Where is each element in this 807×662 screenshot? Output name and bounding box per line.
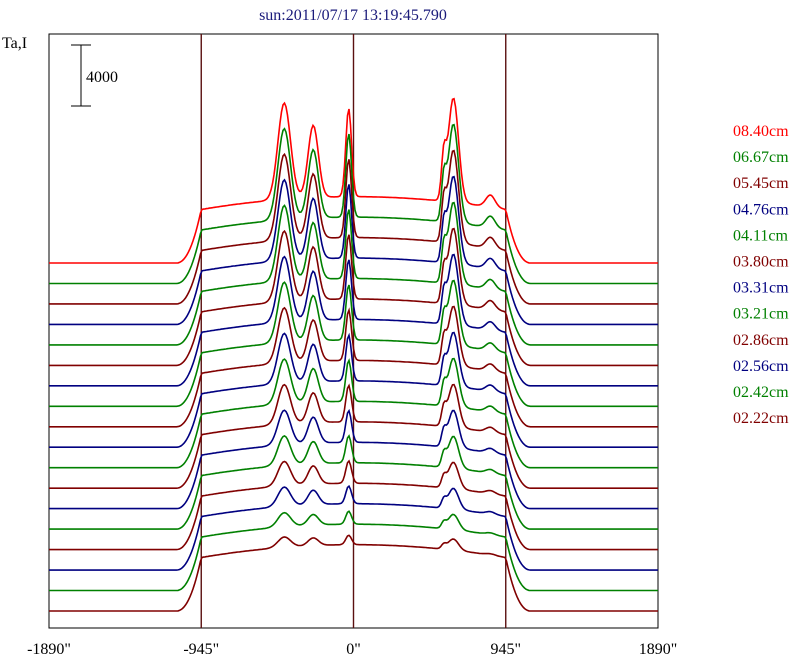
trace-line (49, 227, 658, 367)
legend-item: 03.31cm (733, 280, 789, 297)
spectrum-traces (49, 97, 658, 612)
legend-item: 04.76cm (733, 201, 789, 218)
trace-line (49, 383, 658, 489)
trace-line (49, 305, 658, 428)
legend-item: 04.11cm (733, 227, 789, 244)
scale-bar: 4000 (71, 44, 118, 107)
legend-item: 02.86cm (733, 332, 789, 349)
chart-title: sun:2011/07/17 13:19:45.790 (259, 7, 447, 24)
legend-item: 06.67cm (733, 149, 789, 166)
trace-line (49, 201, 658, 346)
x-tick-label: -945" (183, 641, 219, 658)
legend-item: 02.42cm (733, 384, 789, 401)
legend-item: 02.22cm (733, 410, 789, 427)
x-tick-label: -1890" (27, 641, 71, 658)
trace-line (49, 408, 658, 510)
scale-bar-label: 4000 (86, 69, 118, 86)
trace-line (49, 357, 658, 469)
legend-item: 02.56cm (733, 358, 789, 375)
legend-item: 03.21cm (733, 306, 789, 323)
trace-line (49, 484, 658, 571)
legend-item: 03.80cm (733, 254, 789, 271)
y-axis-label: Ta,I (2, 35, 27, 52)
trace-line (49, 434, 658, 530)
trace-line (49, 123, 658, 285)
trace-line (49, 149, 658, 305)
legend: 08.40cm 06.67cm 05.45cm 04.76cm 04.11cm 03.80… (733, 123, 789, 427)
legend-item: 05.45cm (733, 175, 789, 192)
trace-line (49, 459, 658, 551)
trace-line (49, 279, 658, 408)
x-tick-label: 1890" (639, 641, 678, 658)
x-tick-label: 945" (490, 641, 521, 658)
trace-line (49, 175, 658, 326)
trace-line (49, 253, 658, 387)
trace-line (49, 510, 658, 592)
trace-line (49, 97, 658, 264)
trace-line (49, 534, 658, 612)
x-tick-label: 0" (346, 641, 361, 658)
legend-item: 08.40cm (733, 123, 789, 140)
trace-line (49, 331, 658, 448)
x-axis-ticks: -1890" -945" 0" 945" 1890" (27, 641, 677, 658)
